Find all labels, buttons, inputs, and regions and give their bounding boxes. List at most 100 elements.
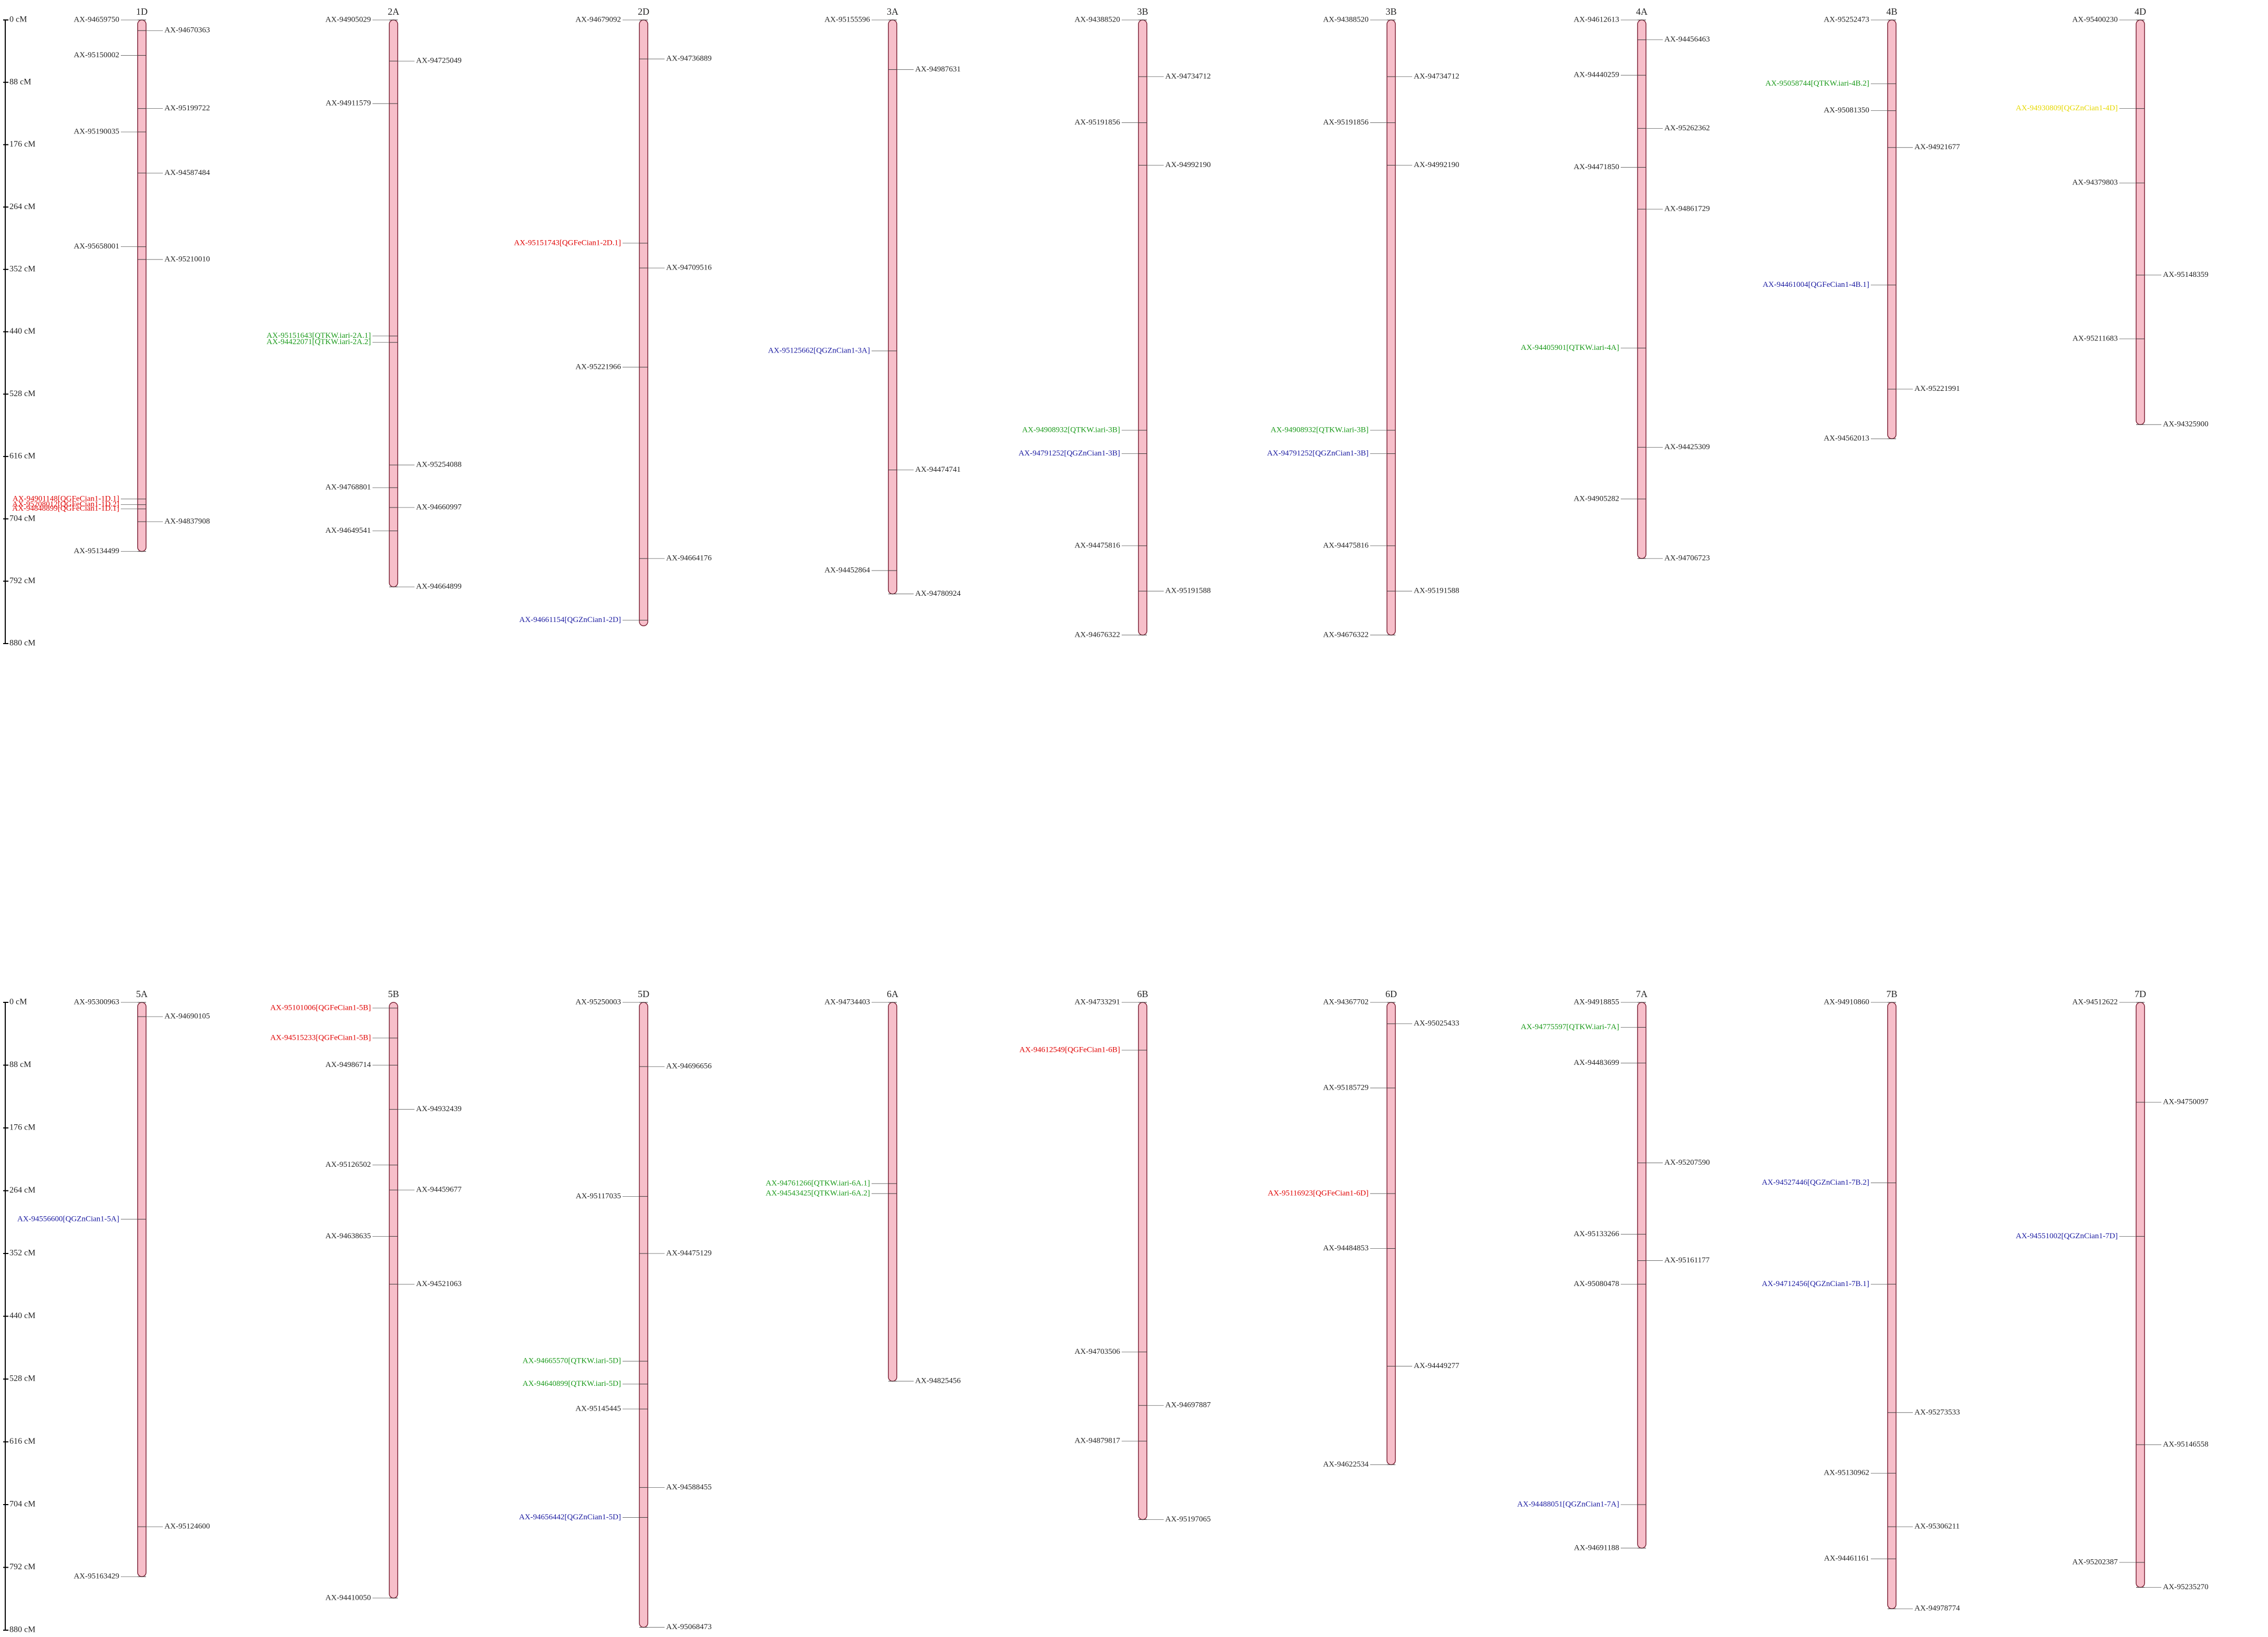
tick-label: 616 cM bbox=[9, 1437, 35, 1446]
marker-label: AX-94660997 bbox=[416, 503, 462, 511]
marker-label: AX-94750097 bbox=[2163, 1098, 2209, 1106]
marker-label: AX-95250003 bbox=[575, 998, 621, 1006]
marker-label: AX-94410050 bbox=[325, 1593, 371, 1602]
marker-label: AX-95133266 bbox=[1573, 1230, 1619, 1238]
marker-label: AX-95191588 bbox=[1414, 587, 1459, 595]
chromosome bbox=[1138, 19, 1147, 636]
tick-label: 352 cM bbox=[9, 264, 35, 273]
marker-label: AX-94780924 bbox=[915, 589, 961, 598]
marker-label: AX-94706723 bbox=[1664, 554, 1710, 563]
tick-label: 704 cM bbox=[9, 514, 35, 523]
marker-label: AX-94452864 bbox=[824, 566, 870, 575]
qtl-label: AX-94656442[QGZnCian1-5D] bbox=[519, 1513, 621, 1521]
marker-label: AX-94978774 bbox=[1914, 1604, 1960, 1613]
marker-label: AX-95148359 bbox=[2163, 271, 2209, 279]
marker-label: AX-94475816 bbox=[1323, 541, 1369, 550]
tick-label: 528 cM bbox=[9, 389, 35, 398]
marker-label: AX-95145445 bbox=[575, 1404, 621, 1413]
chromosome-name: 5A bbox=[136, 989, 148, 999]
marker-label: AX-94734403 bbox=[824, 998, 870, 1006]
marker-label: AX-95150002 bbox=[74, 51, 119, 59]
tick-label: 792 cM bbox=[9, 576, 35, 585]
marker-label: AX-95161177 bbox=[1664, 1256, 1710, 1265]
marker-label: AX-94725049 bbox=[416, 57, 462, 65]
qtl-label: AX-94775597[QTKW.iari-7A] bbox=[1521, 1023, 1619, 1031]
chromosome-name: 3A bbox=[887, 6, 898, 17]
marker-label: AX-94921677 bbox=[1914, 143, 1960, 151]
marker-label: AX-94734712 bbox=[1165, 72, 1211, 80]
marker-label: AX-95134499 bbox=[74, 547, 119, 555]
marker-label: AX-94733291 bbox=[1074, 998, 1120, 1006]
marker-label: AX-94691188 bbox=[1574, 1543, 1619, 1552]
tick-label: 176 cM bbox=[9, 1123, 35, 1132]
tick-label: 88 cM bbox=[9, 1060, 31, 1069]
marker-label: AX-94825456 bbox=[915, 1377, 961, 1385]
marker-label: AX-94521063 bbox=[416, 1280, 462, 1288]
qtl-label: AX-94461004[QGFeCian1-4B.1] bbox=[1763, 281, 1869, 289]
qtl-label: AX-95151643[QTKW.iari-2A.1] bbox=[266, 331, 371, 340]
chromosome bbox=[1637, 1002, 1646, 1549]
marker-label: AX-94379803 bbox=[2072, 179, 2118, 187]
qtl-label: AX-94422071[QTKW.iari-2A.2] bbox=[266, 338, 371, 346]
chromosome bbox=[2136, 1002, 2145, 1588]
marker-label: AX-95207590 bbox=[1664, 1158, 1710, 1167]
chromosome bbox=[639, 19, 648, 627]
marker-label: AX-94986714 bbox=[325, 1061, 371, 1069]
marker-label: AX-94659750 bbox=[74, 15, 119, 24]
chromosome bbox=[1386, 1002, 1396, 1465]
tick-label: 440 cM bbox=[9, 1311, 35, 1320]
marker-label: AX-94562013 bbox=[1824, 434, 1869, 443]
qtl-label: AX-94908932[QTKW.iari-3B] bbox=[1022, 426, 1121, 434]
chromosome-name: 2D bbox=[638, 6, 649, 17]
marker-label: AX-94484853 bbox=[1323, 1244, 1369, 1252]
marker-label: AX-95025433 bbox=[1414, 1019, 1459, 1028]
marker-label: AX-94703506 bbox=[1074, 1348, 1120, 1356]
qtl-label: AX-94901148[QGFeCian1-1D.1] bbox=[13, 494, 119, 503]
marker-label: AX-94992190 bbox=[1414, 161, 1459, 169]
marker-label: AX-95197065 bbox=[1165, 1515, 1211, 1524]
marker-label: AX-94932439 bbox=[416, 1105, 462, 1113]
marker-label: AX-94440259 bbox=[1573, 71, 1619, 79]
tick-label: 528 cM bbox=[9, 1374, 35, 1383]
marker-label: AX-95400230 bbox=[2072, 15, 2118, 24]
qtl-label: AX-94551002[QGZnCian1-7D] bbox=[2016, 1232, 2118, 1240]
qtl-label: AX-95208012[QGFeCian1-1D.2] bbox=[12, 500, 119, 509]
marker-label: AX-95211683 bbox=[2073, 334, 2118, 343]
marker-label: AX-94709516 bbox=[666, 264, 712, 272]
marker-label: AX-95124600 bbox=[164, 1522, 210, 1531]
marker-label: AX-94861729 bbox=[1664, 205, 1710, 213]
marker-label: AX-94676322 bbox=[1323, 630, 1369, 639]
qtl-label: AX-94791252[QGZnCian1-3B] bbox=[1267, 449, 1369, 458]
chromosome-name: 6D bbox=[1385, 989, 1397, 999]
chromosome bbox=[888, 19, 897, 595]
tick-label: 264 cM bbox=[9, 202, 35, 211]
marker-label: AX-94459677 bbox=[416, 1186, 462, 1194]
marker-label: AX-95068473 bbox=[666, 1623, 712, 1631]
qtl-label: AX-94488051[QGZnCian1-7A] bbox=[1517, 1500, 1619, 1508]
chromosome-name: 6A bbox=[887, 989, 898, 999]
marker-label: AX-95252473 bbox=[1824, 15, 1869, 24]
chromosome-name: 7D bbox=[2135, 989, 2146, 999]
marker-label: AX-94676322 bbox=[1074, 630, 1120, 639]
marker-label: AX-95199722 bbox=[164, 104, 210, 112]
marker-label: AX-94367702 bbox=[1323, 998, 1369, 1006]
qtl-label: AX-94543425[QTKW.iari-6A.2] bbox=[765, 1189, 870, 1197]
marker-label: AX-94992190 bbox=[1165, 161, 1211, 169]
marker-label: AX-95273533 bbox=[1914, 1408, 1960, 1416]
marker-label: AX-95658001 bbox=[74, 242, 119, 251]
qtl-label: AX-94930809[QGZnCian1-4D] bbox=[2016, 104, 2118, 112]
tick-label: 880 cM bbox=[9, 639, 35, 648]
chromosome bbox=[389, 1002, 398, 1599]
chromosome bbox=[1386, 19, 1396, 636]
qtl-label: AX-94712456[QGZnCian1-7B.1] bbox=[1762, 1280, 1869, 1288]
chromosome bbox=[639, 1002, 648, 1628]
marker-label: AX-94910860 bbox=[1824, 998, 1869, 1006]
marker-label: AX-94837908 bbox=[164, 517, 210, 525]
marker-label: AX-94879817 bbox=[1074, 1437, 1120, 1445]
marker-label: AX-94475816 bbox=[1074, 541, 1120, 550]
marker-label: AX-94483699 bbox=[1573, 1059, 1619, 1067]
marker-label: AX-94638635 bbox=[325, 1232, 371, 1240]
qtl-label: AX-94761266[QTKW.iari-6A.1] bbox=[765, 1179, 870, 1187]
chromosome bbox=[1637, 19, 1646, 559]
marker-label: AX-95190035 bbox=[74, 128, 119, 136]
